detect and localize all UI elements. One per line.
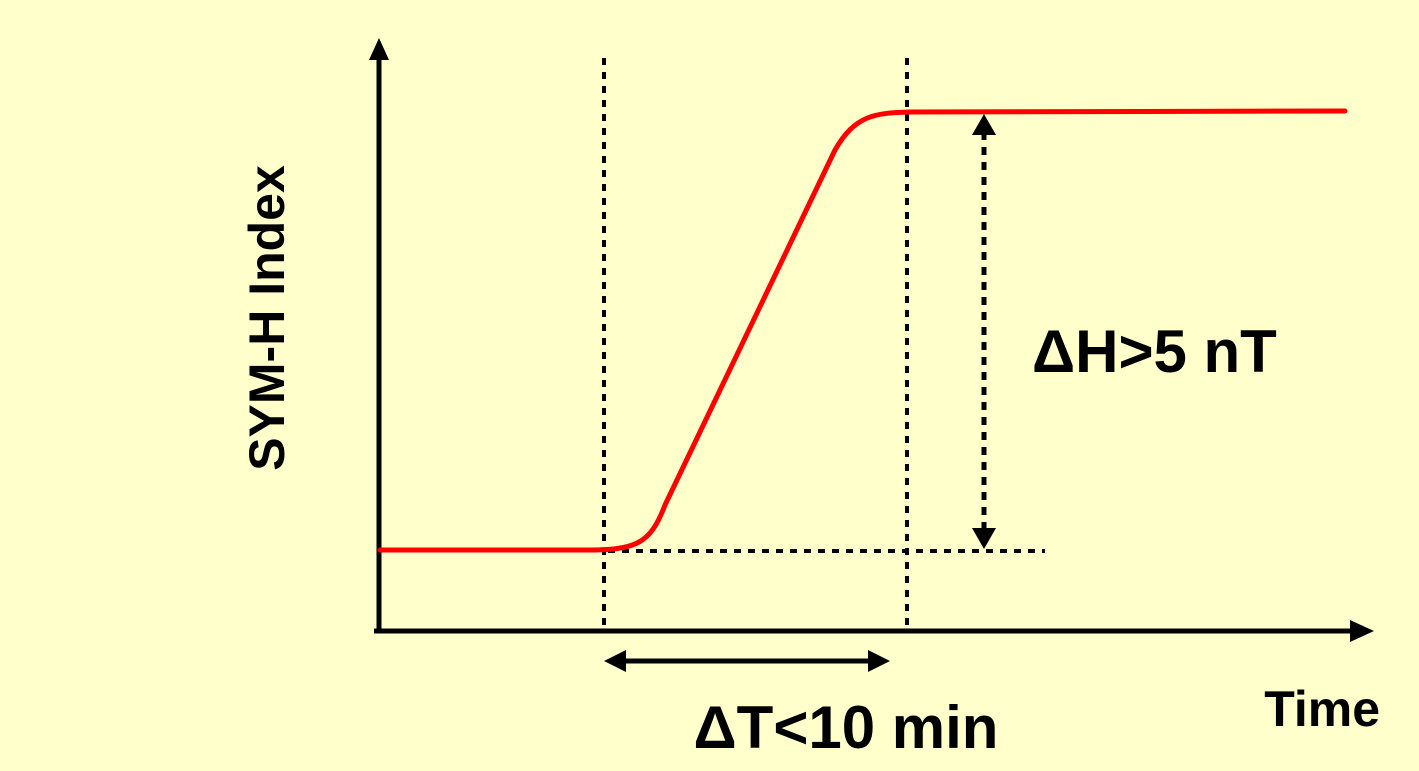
- delta-h-arrowhead-top: [972, 114, 996, 135]
- delta-t-arrowhead-left: [604, 650, 626, 672]
- delta-h-arrowhead-bottom: [972, 528, 996, 549]
- sym-h-curve: [377, 108, 1348, 553]
- y-axis-arrowhead: [369, 38, 389, 60]
- delta-t-arrowhead-right: [868, 650, 890, 672]
- x-axis-label: Time: [1264, 681, 1380, 737]
- x-axis-arrowhead: [1350, 620, 1374, 642]
- delta-h-label: ΔH>5 nT: [1032, 318, 1277, 385]
- y-axis-label: SYM-H Index: [239, 165, 295, 471]
- delta-t-label: ΔT<10 min: [694, 694, 999, 761]
